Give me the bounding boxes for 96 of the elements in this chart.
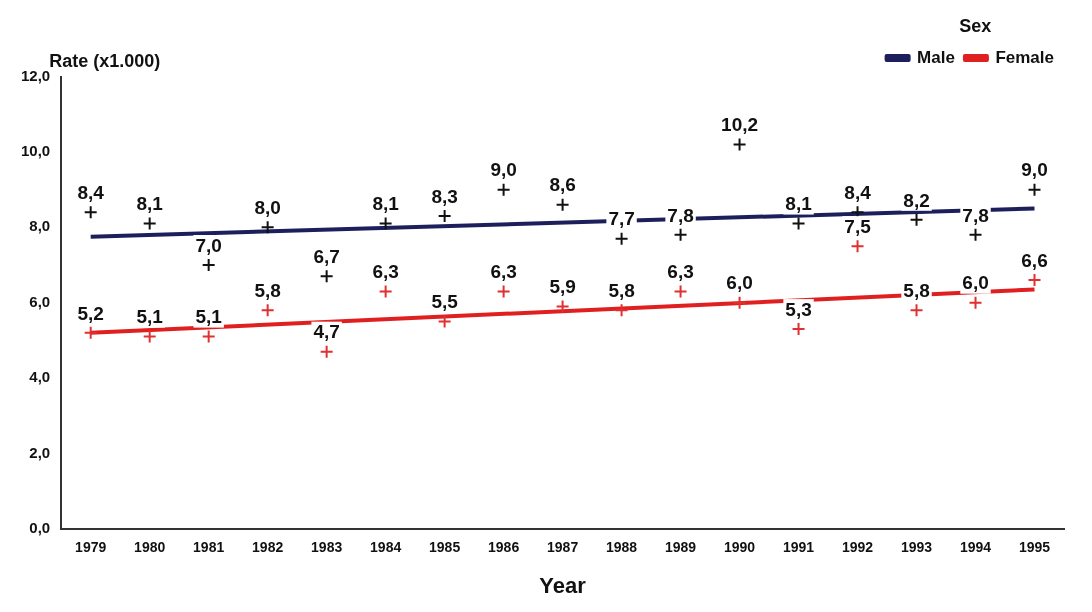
point bbox=[850, 239, 865, 254]
point bbox=[83, 205, 98, 220]
data-label: 5,2 bbox=[77, 302, 104, 324]
point bbox=[83, 325, 98, 340]
data-label: 8,0 bbox=[254, 197, 281, 219]
point bbox=[201, 258, 216, 273]
point bbox=[614, 231, 629, 246]
data-label: 6,3 bbox=[372, 261, 399, 283]
y-tick-label: 6,0 bbox=[29, 292, 51, 310]
x-tick-label: 1986 bbox=[488, 539, 520, 556]
point bbox=[1027, 182, 1042, 197]
point bbox=[496, 182, 511, 197]
data-label: 8,4 bbox=[844, 181, 872, 203]
data-label: 5,1 bbox=[195, 306, 223, 328]
y-tick-label: 12,0 bbox=[20, 66, 51, 84]
point bbox=[555, 299, 570, 314]
data-label: 8,1 bbox=[136, 193, 164, 215]
point bbox=[319, 269, 334, 284]
x-tick-label: 1982 bbox=[252, 539, 284, 556]
legend-label: Male bbox=[917, 47, 955, 67]
x-axis-title: Year bbox=[539, 572, 587, 598]
data-label: 7,8 bbox=[962, 204, 989, 226]
data-label: 5,9 bbox=[549, 276, 576, 298]
point bbox=[791, 322, 806, 337]
point bbox=[201, 329, 216, 344]
y-axis-title: Rate (x1.000) bbox=[49, 50, 161, 71]
point bbox=[378, 216, 393, 231]
point bbox=[791, 216, 806, 231]
y-tick-label: 4,0 bbox=[29, 368, 51, 386]
data-label: 5,8 bbox=[608, 279, 635, 301]
data-label: 7,5 bbox=[844, 215, 872, 237]
data-label: 8,2 bbox=[903, 189, 930, 211]
point bbox=[673, 284, 688, 299]
point bbox=[496, 284, 511, 299]
x-tick-label: 1992 bbox=[841, 539, 874, 556]
x-tick-label: 1994 bbox=[959, 539, 992, 556]
data-label: 9,0 bbox=[490, 159, 517, 181]
data-label: 8,6 bbox=[549, 174, 576, 196]
point bbox=[968, 295, 983, 310]
data-label: 8,1 bbox=[785, 193, 813, 215]
point bbox=[142, 329, 157, 344]
data-label: 5,1 bbox=[136, 306, 164, 328]
data-label: 4,7 bbox=[313, 321, 340, 343]
data-label: 6,0 bbox=[726, 272, 753, 294]
point bbox=[909, 212, 924, 227]
y-tick-label: 2,0 bbox=[29, 443, 51, 461]
data-label: 9,0 bbox=[1021, 159, 1048, 181]
x-tick-label: 1988 bbox=[606, 539, 638, 556]
point bbox=[732, 295, 747, 310]
data-label: 5,3 bbox=[785, 298, 812, 320]
data-label: 8,1 bbox=[372, 193, 400, 215]
data-label: 6,0 bbox=[962, 272, 989, 294]
x-tick-label: 1985 bbox=[429, 539, 461, 556]
point bbox=[260, 303, 275, 318]
x-tick-label: 1995 bbox=[1018, 539, 1051, 556]
data-label: 5,8 bbox=[254, 279, 281, 301]
data-label: 7,8 bbox=[667, 204, 694, 226]
data-label: 6,6 bbox=[1021, 249, 1048, 271]
x-tick-label: 1983 bbox=[311, 539, 343, 556]
x-tick-label: 1987 bbox=[547, 539, 579, 556]
data-label: 8,3 bbox=[431, 185, 458, 207]
x-tick-label: 1981 bbox=[193, 539, 225, 556]
legend-label: Female bbox=[995, 47, 1055, 67]
point bbox=[142, 216, 157, 231]
data-label: 7,7 bbox=[608, 208, 635, 230]
point bbox=[614, 303, 629, 318]
x-tick-label: 1991 bbox=[782, 539, 815, 556]
point bbox=[555, 197, 570, 212]
point bbox=[378, 284, 393, 299]
point bbox=[909, 303, 924, 318]
point bbox=[968, 227, 983, 242]
x-tick-label: 1984 bbox=[370, 539, 402, 556]
y-tick-label: 0,0 bbox=[29, 518, 51, 536]
data-label: 6,3 bbox=[490, 261, 517, 283]
x-tick-label: 1990 bbox=[723, 539, 756, 556]
x-tick-label: 1979 bbox=[75, 539, 107, 556]
data-label: 7,0 bbox=[195, 234, 222, 256]
x-tick-label: 1989 bbox=[665, 539, 697, 556]
y-tick-label: 10,0 bbox=[20, 142, 51, 160]
x-tick-label: 1993 bbox=[900, 539, 933, 556]
point bbox=[673, 227, 688, 242]
point bbox=[319, 344, 334, 359]
legend-title: Sex bbox=[959, 15, 992, 36]
point bbox=[437, 209, 452, 224]
data-label: 8,4 bbox=[77, 181, 105, 203]
point bbox=[437, 314, 452, 329]
data-label: 6,3 bbox=[667, 261, 694, 283]
y-tick-label: 8,0 bbox=[29, 217, 51, 235]
data-label: 5,8 bbox=[903, 279, 930, 301]
point bbox=[1027, 273, 1042, 288]
point bbox=[260, 220, 275, 235]
x-tick-label: 1980 bbox=[134, 539, 166, 556]
data-label: 5,5 bbox=[431, 291, 459, 313]
point bbox=[732, 137, 747, 152]
data-label: 10,2 bbox=[721, 114, 759, 136]
data-label: 6,7 bbox=[313, 246, 340, 268]
